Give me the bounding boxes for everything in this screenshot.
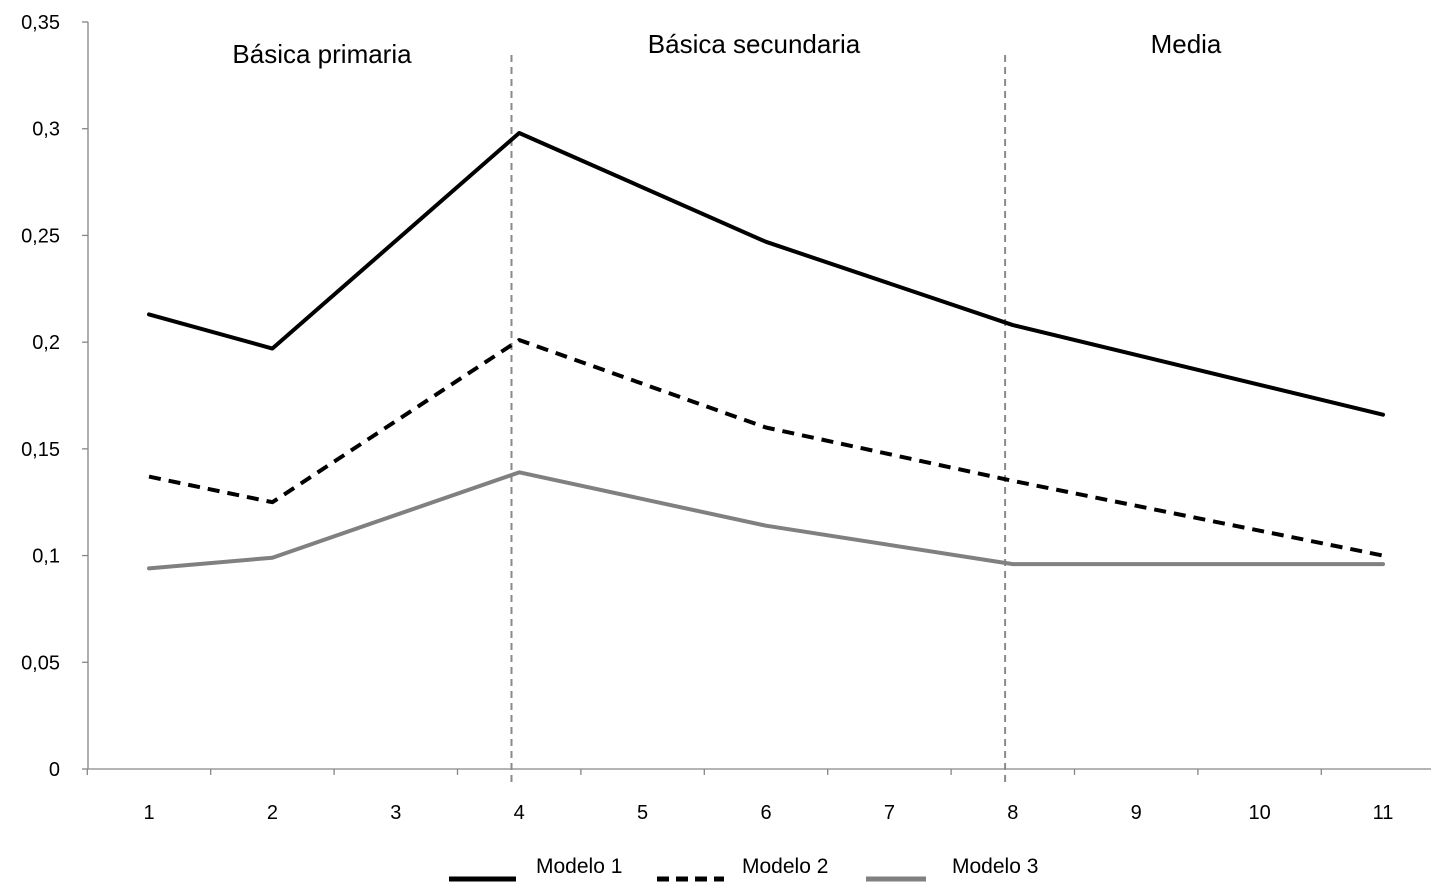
x-tick-label-7: 7 <box>884 802 895 824</box>
x-tick-label-1: 1 <box>143 802 154 824</box>
section-label-basica-secundaria: Básica secundaria <box>648 29 861 59</box>
x-tick-label-11: 11 <box>1373 802 1394 824</box>
section-label-media: Media <box>1151 29 1222 59</box>
series-line-modelo-1 <box>147 130 1385 417</box>
y-tick-label-0-3: 0,3 <box>32 119 60 141</box>
legend-label-modelo-3: Modelo 3 <box>952 855 1038 878</box>
series-line-modelo-2 <box>148 338 1384 558</box>
y-tick-label-0-25: 0,25 <box>21 225 60 247</box>
y-tick-label-0-15: 0,15 <box>21 439 60 461</box>
y-tick-label-0-2: 0,2 <box>32 332 60 354</box>
y-tick-label-0-1: 0,1 <box>32 546 60 568</box>
series-lines <box>147 130 1385 571</box>
legend: Modelo 1 Modelo 2 Modelo 3 <box>449 855 1038 882</box>
x-tick-label-10: 10 <box>1248 802 1270 824</box>
x-tick-label-4: 4 <box>514 802 525 824</box>
axes: 0 0,05 0,1 0,15 0,2 0,25 0,3 0,35 1 2 3 4 5 6 7 8 9 10 11 <box>21 12 1431 824</box>
section-labels: Básica primaria Básica secundaria Media <box>232 29 1222 69</box>
x-tick-label-8: 8 <box>1007 802 1018 824</box>
y-tick-label-0-35: 0,35 <box>21 12 60 34</box>
x-tick-label-2: 2 <box>267 802 278 824</box>
x-tick-label-9: 9 <box>1131 802 1142 824</box>
x-tick-label-3: 3 <box>390 802 401 824</box>
legend-label-modelo-1: Modelo 1 <box>536 855 622 878</box>
section-label-basica-primaria: Básica primaria <box>232 39 412 69</box>
series-line-modelo-3 <box>147 470 1385 571</box>
legend-label-modelo-2: Modelo 2 <box>742 855 828 878</box>
x-tick-label-6: 6 <box>760 802 771 824</box>
x-tick-label-5: 5 <box>637 802 648 824</box>
section-dividers <box>510 55 1007 785</box>
y-tick-label-0-05: 0,05 <box>21 652 60 674</box>
y-tick-label-0: 0 <box>49 759 60 781</box>
